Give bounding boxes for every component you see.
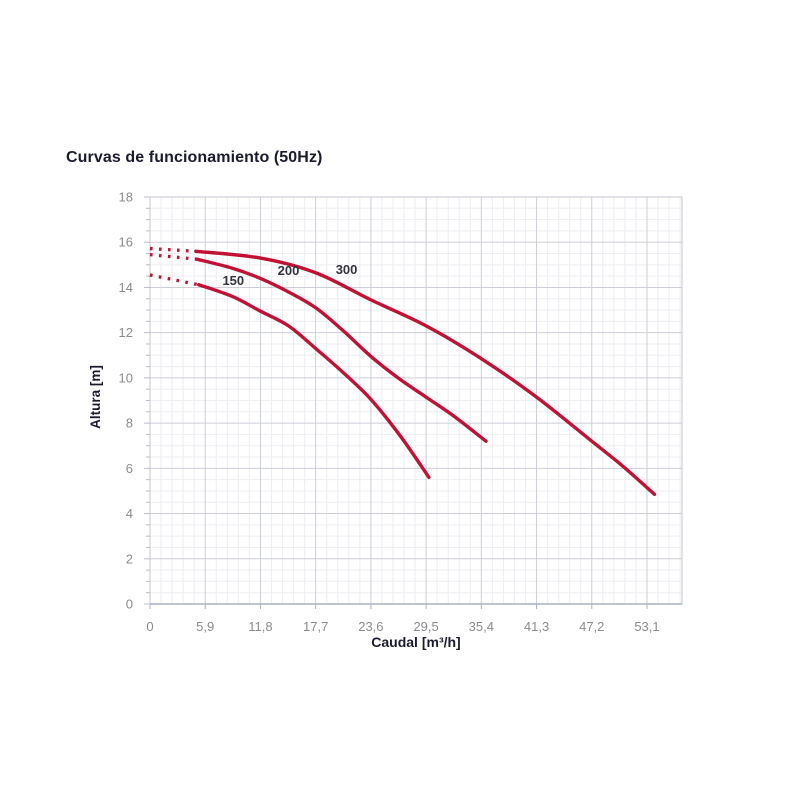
- x-tick-label: 17,7: [303, 619, 328, 634]
- y-tick-label: 18: [119, 190, 133, 205]
- curve-200-dotted-segment: [149, 253, 197, 261]
- performance-curves: [149, 246, 657, 497]
- y-tick-label: 4: [126, 506, 133, 521]
- axis-tick-labels: 0 5,9 11,8 17,7 23,6 29,5 35,4 41,3 47,2 53,1 0 2 4 6…: [119, 190, 660, 635]
- curve-300-dotted-segment: [149, 246, 196, 253]
- y-tick-label: 8: [126, 416, 133, 431]
- x-tick-label: 47,2: [579, 619, 604, 634]
- gridlines-major: [150, 197, 682, 604]
- gridlines-minor: [150, 197, 682, 604]
- y-tick-label: 6: [126, 461, 133, 476]
- axis-tick-marks: [144, 196, 648, 609]
- x-tick-label: 29,5: [413, 619, 438, 634]
- x-tick-label: 23,6: [358, 619, 383, 634]
- chart-title: Curvas de funcionamiento (50Hz): [66, 149, 323, 166]
- y-tick-label: 10: [119, 370, 133, 385]
- y-tick-label: 12: [119, 325, 133, 340]
- x-tick-label: 35,4: [469, 619, 494, 634]
- x-tick-label: 0: [146, 619, 153, 634]
- x-tick-label: 11,8: [248, 619, 272, 634]
- y-tick-label: 14: [119, 280, 133, 295]
- x-tick-label: 53,1: [634, 619, 659, 634]
- curve-label-150: 150: [222, 273, 244, 288]
- curve-200: [195, 257, 488, 443]
- x-tick-label: 5,9: [196, 619, 214, 634]
- curve-labels: 150 200 300: [222, 262, 357, 288]
- x-tick-label: 41,3: [524, 619, 549, 634]
- y-tick-label: 0: [126, 597, 133, 612]
- curve-300: [194, 249, 657, 497]
- y-tick-label: 2: [126, 551, 133, 566]
- y-tick-label: 16: [119, 235, 133, 250]
- curve-label-300: 300: [336, 262, 358, 277]
- curve-label-200: 200: [278, 263, 300, 278]
- curve-150: [196, 283, 431, 480]
- x-axis-title: Caudal [m³/h]: [371, 634, 461, 650]
